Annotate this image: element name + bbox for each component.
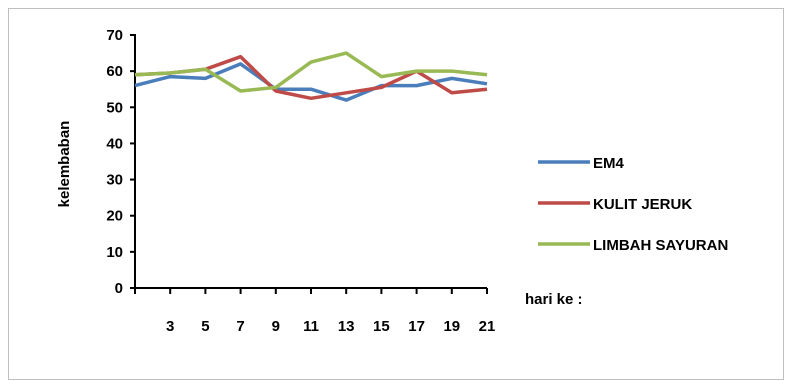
x-tick-label: 21 bbox=[479, 318, 496, 335]
x-tick-label: 5 bbox=[201, 318, 209, 335]
legend-label: KULIT JERUK bbox=[593, 196, 692, 213]
x-axis-label: hari ke : bbox=[525, 291, 583, 308]
x-tick-label: 3 bbox=[166, 318, 174, 335]
series-lines bbox=[134, 51, 488, 102]
y-tick-label: 50 bbox=[106, 99, 123, 116]
y-tick-label: 40 bbox=[106, 135, 123, 152]
y-tick-label: 20 bbox=[106, 208, 123, 225]
y-tick-label: 10 bbox=[106, 244, 123, 261]
y-tick-label: 0 bbox=[115, 280, 123, 297]
chart-frame bbox=[8, 8, 784, 380]
x-tick-label: 15 bbox=[373, 318, 390, 335]
x-tick-labels: 3 5 7 9 11 13 15 17 19 21 bbox=[166, 318, 495, 335]
legend: EM4 KULIT JERUK LIMBAH SAYURAN bbox=[538, 155, 728, 254]
x-tick-label: 9 bbox=[272, 318, 280, 335]
x-tick-label: 17 bbox=[408, 318, 425, 335]
y-axis-label: kelembaban bbox=[56, 121, 73, 208]
series-line-2 bbox=[134, 51, 488, 93]
y-tick-label: 30 bbox=[106, 172, 123, 189]
x-tick-label: 19 bbox=[443, 318, 460, 335]
axis-ticks bbox=[130, 34, 488, 294]
x-tick-label: 11 bbox=[303, 318, 319, 335]
legend-label: LIMBAH SAYURAN bbox=[593, 237, 728, 254]
series-line-0 bbox=[134, 62, 488, 102]
y-tick-label: 60 bbox=[106, 63, 123, 80]
x-tick-label: 13 bbox=[338, 318, 355, 335]
x-tick-label: 7 bbox=[236, 318, 244, 335]
y-tick-labels: 0 10 20 30 40 50 60 70 bbox=[106, 27, 123, 297]
y-tick-label: 70 bbox=[106, 27, 123, 44]
legend-label: EM4 bbox=[593, 155, 625, 172]
